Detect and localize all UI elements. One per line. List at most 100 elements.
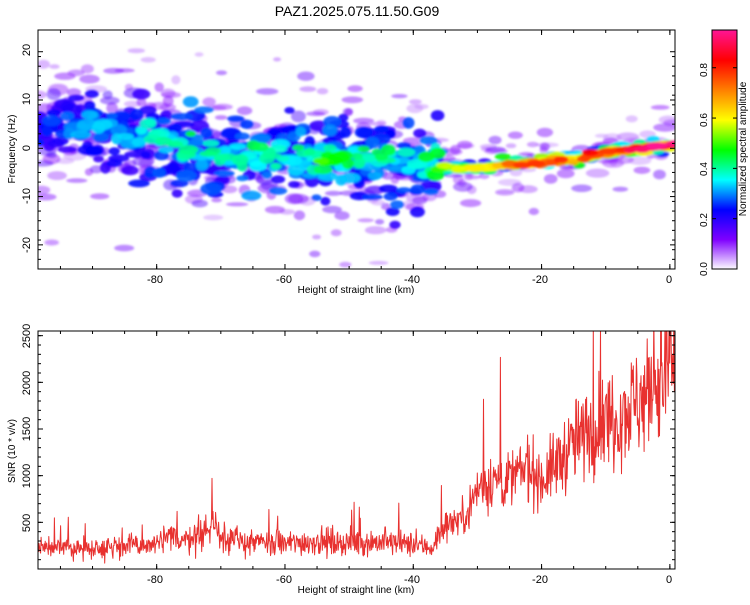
colorbar-step [712, 132, 737, 134]
heatmap-cell [288, 193, 309, 204]
heatmap-cell [338, 113, 349, 122]
colorbar-step [712, 139, 737, 141]
colorbar-tick-label: 0.4 [699, 162, 710, 176]
colorbar-step [712, 126, 737, 128]
colorbar-step [712, 147, 737, 149]
colorbar-step [712, 36, 737, 38]
colorbar-step [712, 143, 737, 145]
colorbar-step [712, 187, 737, 189]
heatmap-cell [227, 115, 245, 122]
heatmap-cell [368, 260, 389, 265]
heatmap-cell [354, 126, 373, 139]
heatmap-cell [646, 142, 665, 149]
colorbar-step [712, 209, 737, 211]
colorbar-step [712, 161, 737, 163]
figure-title: PAZ1.2025.075.11.50.G09 [275, 3, 440, 19]
colorbar-step [712, 153, 737, 155]
colorbar-step [712, 45, 737, 47]
heatmap-cell [46, 88, 61, 101]
colorbar-step [712, 160, 737, 162]
colorbar-step [712, 76, 737, 78]
heatmap-cell [68, 94, 85, 102]
colorbar-step [712, 74, 737, 76]
heatmap-cell [202, 97, 216, 107]
spectrogram-frame [37, 29, 676, 270]
colorbar-step [712, 92, 737, 94]
heatmap-cell [80, 64, 94, 74]
heatmap-cell [322, 205, 342, 214]
heatmap-cell [383, 192, 398, 201]
heatmap-cell [44, 239, 59, 246]
heatmap-cell [380, 202, 391, 211]
colorbar-step [712, 156, 737, 158]
spectrogram-x-tick-label: -80 [147, 274, 163, 286]
heatmap-cell [191, 199, 208, 208]
spectrogram-x-axis-label: Height of straight line (km) [298, 285, 415, 296]
colorbar-step [712, 246, 737, 248]
colorbar-step [712, 184, 737, 186]
colorbar-step [712, 101, 737, 103]
heatmap-cell [139, 118, 157, 129]
colorbar-step [712, 79, 737, 81]
spectrogram-y-axis-label: Frequency (Hz) [7, 115, 18, 184]
heatmap-blobs [38, 48, 675, 268]
heatmap-cell [152, 167, 166, 178]
heatmap-cell [170, 113, 193, 121]
heatmap-cell [182, 96, 199, 108]
colorbar-step [712, 41, 737, 43]
heatmap-cell [128, 179, 150, 188]
heatmap-cell [273, 57, 282, 62]
heatmap-cell [526, 141, 539, 148]
colorbar-step [712, 216, 737, 218]
heatmap-cell [624, 146, 638, 154]
heatmap-cell [485, 146, 506, 153]
colorbar-step [712, 120, 737, 122]
colorbar-step [712, 40, 737, 42]
colorbar-step [712, 83, 737, 85]
heatmap-cell [539, 142, 551, 151]
snr-series-line [38, 331, 675, 564]
colorbar-step [712, 265, 737, 267]
colorbar-step [712, 73, 737, 75]
heatmap-cell [271, 175, 286, 184]
snr-x-tick-label: -80 [147, 574, 163, 586]
colorbar-step [712, 71, 737, 73]
heatmap-cell [311, 194, 322, 201]
heatmap-cell [353, 117, 375, 124]
heatmap-cell [334, 211, 350, 221]
colorbar-step [712, 230, 737, 232]
heatmap-cell [417, 151, 435, 163]
heatmap-cell [653, 169, 666, 180]
heatmap-cell [410, 184, 425, 195]
colorbar-step [712, 245, 737, 247]
colorbar-step [712, 67, 737, 69]
heatmap-cell [211, 197, 223, 203]
heatmap-cell [396, 187, 412, 194]
colorbar-step [712, 222, 737, 224]
heatmap-cell [171, 75, 181, 85]
heatmap-cell [91, 122, 106, 134]
heatmap-cell [140, 57, 156, 63]
colorbar-step [712, 87, 737, 89]
colorbar-step [712, 260, 737, 262]
colorbar-step [712, 173, 737, 175]
heatmap-cell [103, 67, 124, 74]
colorbar-step [712, 43, 737, 45]
heatmap-cell [246, 140, 261, 152]
colorbar-step [712, 49, 737, 51]
heatmap-cell [92, 132, 110, 142]
heatmap-cell [381, 144, 396, 156]
heatmap-cell [495, 189, 515, 196]
colorbar-step [712, 194, 737, 196]
spectrogram-y-tick-label: 10 [21, 93, 33, 105]
heatmap-cell [339, 126, 352, 138]
colorbar-step [712, 218, 737, 220]
snr-y-tick-label: 2000 [21, 371, 33, 395]
heatmap-cell [581, 149, 599, 157]
colorbar-step [712, 111, 737, 113]
heatmap-cell [178, 145, 199, 155]
spectrogram-y-tick-label: 20 [21, 44, 33, 56]
heatmap-cell [420, 180, 442, 193]
colorbar-step [712, 207, 737, 209]
heatmap-cell [241, 190, 262, 201]
